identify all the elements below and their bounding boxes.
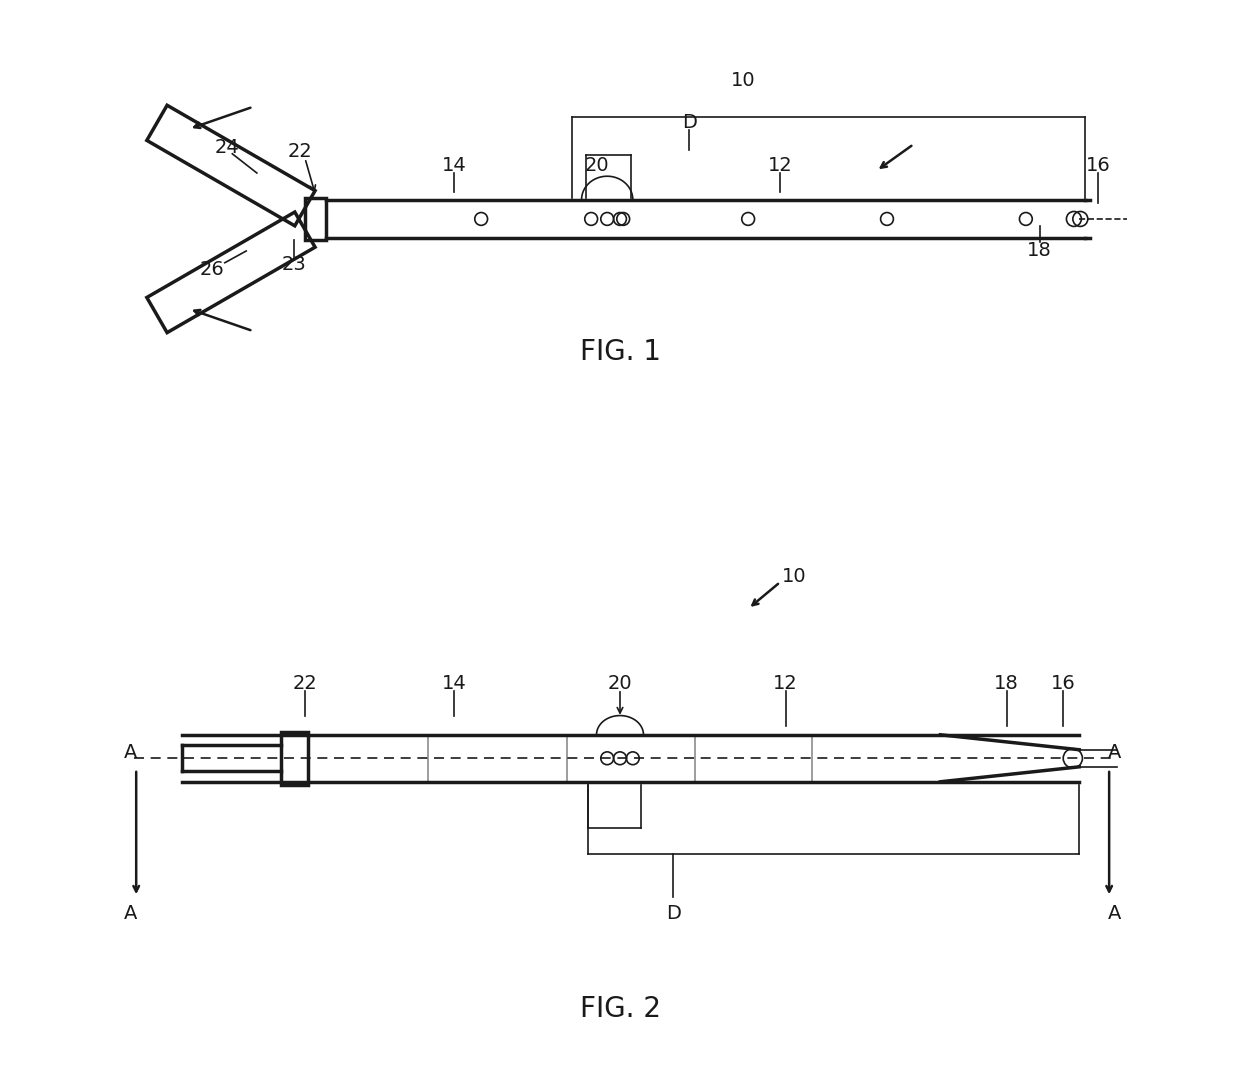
Text: 12: 12: [774, 674, 797, 693]
Text: 16: 16: [1086, 156, 1111, 175]
Text: A: A: [1107, 904, 1121, 923]
Text: 16: 16: [1050, 674, 1075, 693]
Text: 20: 20: [608, 674, 632, 693]
Text: 22: 22: [288, 142, 312, 161]
Text: FIG. 2: FIG. 2: [579, 995, 661, 1023]
Text: 26: 26: [200, 260, 224, 279]
Text: 14: 14: [443, 674, 466, 693]
Text: 20: 20: [584, 156, 609, 175]
Text: D: D: [682, 113, 697, 132]
Text: 10: 10: [730, 70, 755, 90]
Text: 22: 22: [293, 674, 317, 693]
Text: 10: 10: [781, 567, 806, 586]
Text: 23: 23: [281, 255, 306, 274]
Text: A: A: [124, 904, 138, 923]
Text: D: D: [666, 904, 681, 923]
Text: 24: 24: [215, 138, 239, 157]
Text: FIG. 1: FIG. 1: [579, 339, 661, 366]
Text: 18: 18: [994, 674, 1019, 693]
Text: 12: 12: [768, 156, 792, 175]
Text: 14: 14: [443, 156, 466, 175]
Text: 18: 18: [1028, 241, 1052, 261]
Text: A: A: [124, 743, 138, 763]
Bar: [305, 198, 326, 240]
Bar: [281, 732, 308, 785]
Text: A: A: [1107, 743, 1121, 763]
